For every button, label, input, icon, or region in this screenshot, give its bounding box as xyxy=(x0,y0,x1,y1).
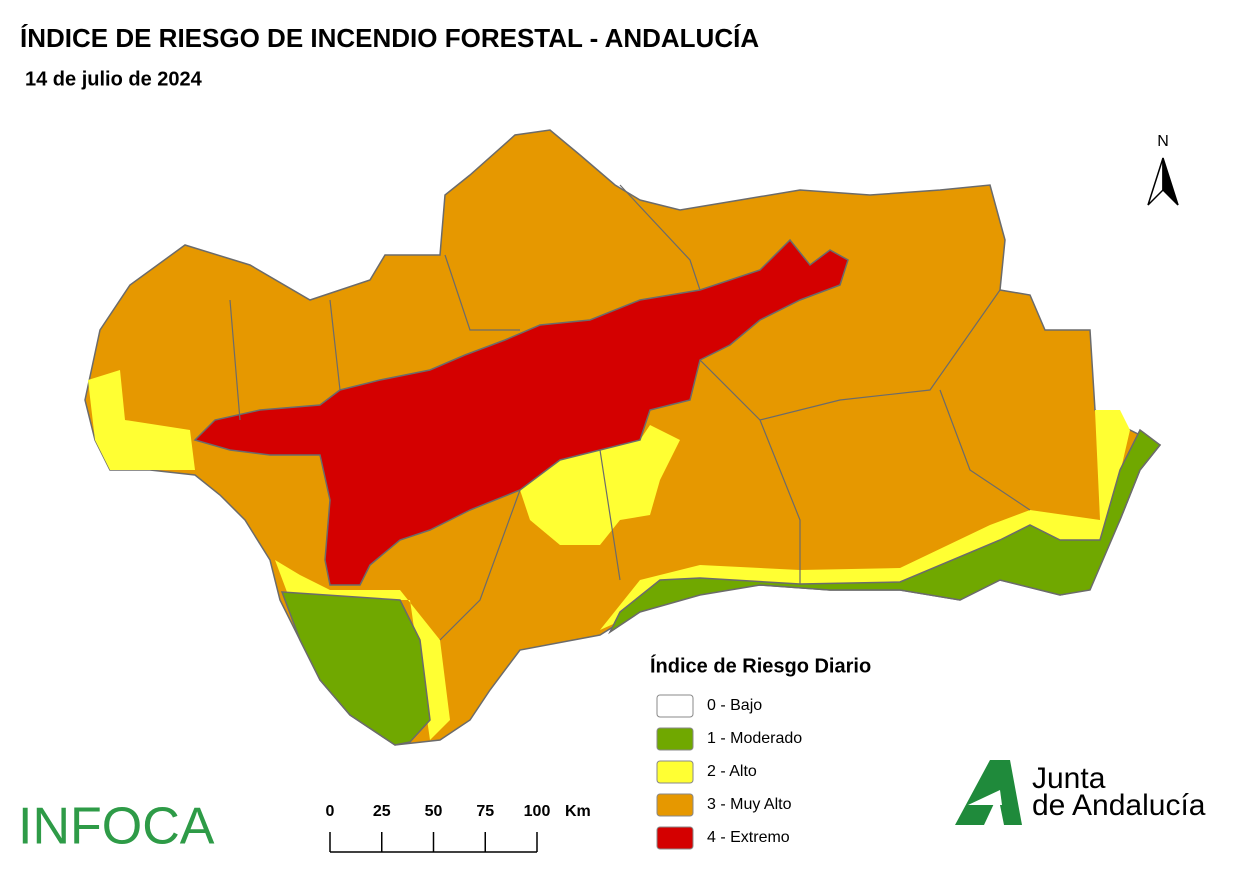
junta-line: Junta xyxy=(1032,762,1106,795)
infoca-logo: INFOCA xyxy=(18,798,215,856)
scale-bar: 0 25 50 75 100 Km xyxy=(326,803,591,853)
legend-label: 0 - Bajo xyxy=(707,697,762,714)
region-alto xyxy=(88,370,195,470)
legend-swatch xyxy=(656,760,694,784)
legend-swatch xyxy=(656,793,694,817)
scale-label: 25 xyxy=(373,803,391,820)
title: ÍNDICE DE RIESGO DE INCENDIO FORESTAL - … xyxy=(20,23,759,53)
north-arrow: N xyxy=(1147,133,1179,206)
scale-label: 0 xyxy=(326,803,335,820)
legend-label: 1 - Moderado xyxy=(707,730,802,747)
scale-unit: Km xyxy=(565,803,591,820)
map xyxy=(84,129,1162,746)
legend-swatch xyxy=(656,694,694,718)
legend-title: Índice de Riesgo Diario xyxy=(650,654,871,677)
scale-label: 100 xyxy=(524,803,551,820)
scale-label: 75 xyxy=(476,803,494,820)
junta-logo: Junta de Andalucía xyxy=(955,760,1206,825)
region-extremo xyxy=(193,238,849,586)
legend: 0 - Bajo 1 - Moderado 2 - Alto 3 - Muy Alto… xyxy=(656,694,802,850)
region-alto xyxy=(520,425,680,545)
region-alto xyxy=(275,560,450,740)
date: 14 de julio de 2024 xyxy=(25,68,203,90)
boundaries xyxy=(229,184,1031,641)
region-moderado xyxy=(280,591,431,746)
legend-label: 3 - Muy Alto xyxy=(707,796,792,813)
legend-label: 4 - Extremo xyxy=(707,829,790,846)
scale-label: 50 xyxy=(425,803,443,820)
legend-swatch xyxy=(656,826,694,850)
legend-label: 2 - Alto xyxy=(707,763,757,780)
junta-line: de Andalucía xyxy=(1032,789,1206,822)
region-moderado xyxy=(608,428,1162,635)
north-label: N xyxy=(1157,133,1169,150)
legend-swatch xyxy=(656,727,694,751)
